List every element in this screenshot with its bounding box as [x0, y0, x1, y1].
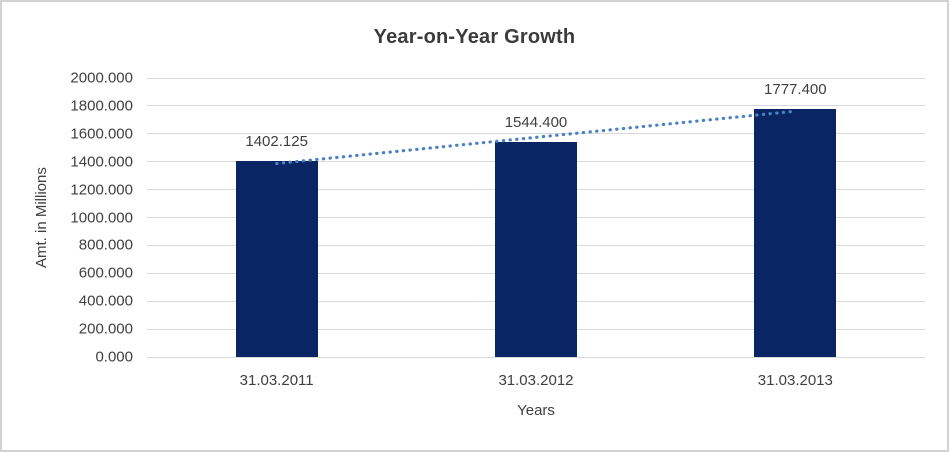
y-axis-tick-label: 600.000: [78, 264, 133, 282]
y-axis-tick-label: 1200.000: [70, 181, 133, 199]
gridline: [147, 77, 925, 79]
y-axis-tick-label: 800.000: [78, 236, 133, 254]
bar-31.03.2011[interactable]: [235, 161, 318, 357]
bar-31.03.2013[interactable]: [754, 109, 837, 357]
y-axis-tick-label: 1400.000: [70, 153, 133, 171]
y-axis-tick-label: 1000.000: [70, 209, 133, 226]
x-axis-title: Years: [517, 402, 555, 419]
gridline: [147, 105, 925, 107]
x-axis-category-label: 31.03.2011: [239, 372, 314, 389]
gridline: [147, 356, 925, 358]
y-axis-tick-label: 1600.000: [70, 125, 133, 143]
y-axis-tick-label: 400.000: [78, 292, 133, 310]
gridline: [147, 133, 925, 135]
x-axis-category-label: 31.03.2013: [757, 372, 833, 389]
bar-31.03.2012[interactable]: [495, 141, 577, 357]
data-label: 1544.400: [504, 113, 568, 131]
x-axis-category-label: 31.03.2012: [498, 372, 574, 389]
data-label: 1402.125: [245, 133, 308, 151]
chart-title: Year-on-Year Growth: [373, 26, 576, 48]
y-axis-tick-label: 0.000: [95, 348, 133, 366]
y-axis-tick-label: 2000.000: [70, 69, 133, 87]
trendline-path[interactable]: [275, 109, 797, 166]
y-axis-tick-label: 1800.000: [70, 97, 133, 115]
data-label: 1777.400: [764, 81, 827, 99]
y-axis-tick-label: 200.000: [78, 320, 133, 338]
